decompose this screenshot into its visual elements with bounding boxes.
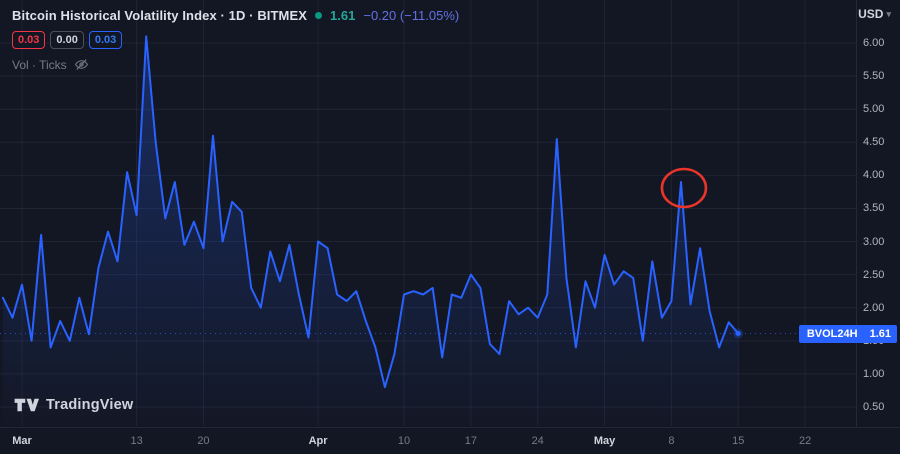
price-axis-label: 2.00 xyxy=(863,301,885,314)
price-axis-label: 4.00 xyxy=(863,169,885,182)
badge-high: 0.03 xyxy=(88,31,123,49)
eye-off-icon[interactable] xyxy=(74,57,89,72)
time-axis-label: Apr xyxy=(308,435,328,447)
legend: Bitcoin Historical Volatility Index · 1D… xyxy=(12,6,459,72)
area-fill xyxy=(2,36,739,427)
price-axis-label: 4.50 xyxy=(863,136,885,149)
price-axis-label: 3.00 xyxy=(863,235,885,248)
indicator-legend[interactable]: Vol · Ticks xyxy=(12,57,459,72)
price-tag-symbol: BVOL24H xyxy=(806,327,858,340)
tradingview-wordmark: TradingView xyxy=(46,397,134,413)
price-axis-label: 6.00 xyxy=(863,37,885,49)
indicator-label: Vol · Ticks xyxy=(12,57,67,72)
price-axis-label: 2.50 xyxy=(863,268,885,281)
price-axis-label: 5.00 xyxy=(863,103,885,116)
time-axis-label: 17 xyxy=(464,435,477,447)
last-price-tag: BVOL24H 1.61 xyxy=(798,324,897,343)
currency-label: USD xyxy=(858,7,884,21)
badge-low: 0.03 xyxy=(12,31,46,49)
price-level-badges: 0.03 0.00 0.03 xyxy=(12,31,459,49)
time-axis-label: Mar xyxy=(12,435,32,447)
time-axis[interactable]: Mar 13 20 Apr 10 17 24 May 8 15 22 xyxy=(0,427,900,454)
tradingview-logo-icon xyxy=(14,398,39,412)
currency-selector[interactable]: USD ▾ xyxy=(858,7,891,21)
annotation-ellipse[interactable] xyxy=(660,167,708,209)
time-axis-label: May xyxy=(593,435,616,447)
chevron-down-icon: ▾ xyxy=(886,8,891,19)
tradingview-logo[interactable]: TradingView xyxy=(14,397,133,413)
time-axis-label: 13 xyxy=(130,435,143,447)
market-status-dot xyxy=(315,11,323,19)
price-line xyxy=(1,35,740,389)
time-axis-label: 20 xyxy=(197,435,210,447)
time-axis-label: 10 xyxy=(397,435,411,447)
last-price-value: 1.61 xyxy=(330,7,356,23)
price-axis-label: 3.50 xyxy=(863,202,885,215)
time-axis-label: 22 xyxy=(798,435,812,447)
badge-mid: 0.00 xyxy=(50,31,84,49)
symbol-title[interactable]: Bitcoin Historical Volatility Index · 1D… xyxy=(12,7,308,23)
time-axis-label: 24 xyxy=(531,435,544,447)
time-axis-label: 15 xyxy=(732,435,745,447)
price-axis-label: 5.50 xyxy=(863,70,885,83)
last-point-dot xyxy=(735,331,741,337)
time-axis-label: 8 xyxy=(668,435,675,447)
price-change: −0.20 (−11.05%) xyxy=(363,7,460,23)
price-axis-label: 1.00 xyxy=(863,367,885,380)
price-tag-value: 1.61 xyxy=(869,327,891,340)
price-axis-label: 0.50 xyxy=(863,401,885,413)
price-axis[interactable]: 6.005.505.004.504.003.503.002.502.001.50… xyxy=(856,0,900,427)
